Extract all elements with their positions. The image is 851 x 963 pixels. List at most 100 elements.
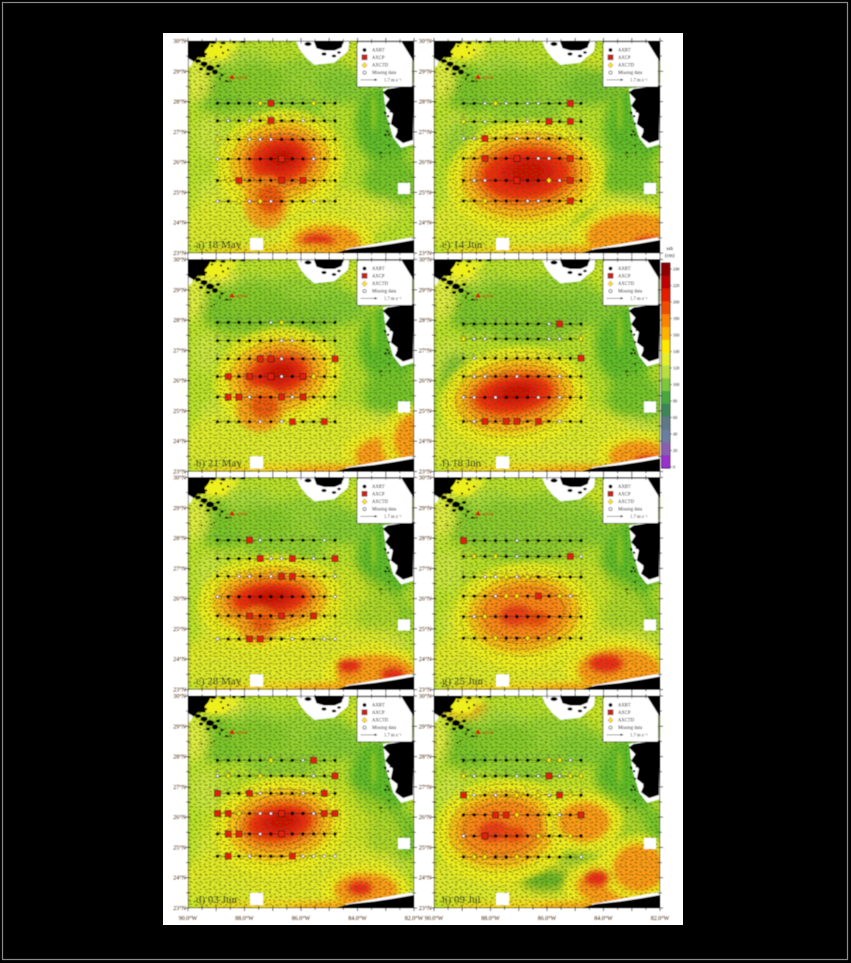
svg-text:67: 67 [494, 352, 498, 356]
svg-text:62: 62 [269, 787, 273, 791]
svg-text:94: 94 [269, 114, 273, 118]
svg-text:46: 46 [472, 770, 476, 774]
svg-text:AXBT: AXBT [618, 704, 631, 709]
svg-text:12: 12 [504, 333, 508, 337]
svg-text:c) 28 May: c) 28 May [196, 676, 242, 688]
svg-text:90: 90 [269, 534, 273, 538]
svg-text:76: 76 [515, 352, 519, 356]
svg-text:67: 67 [547, 571, 551, 575]
svg-text:41: 41 [526, 318, 530, 322]
svg-text:72: 72 [237, 334, 241, 338]
svg-text:51: 51 [269, 770, 273, 774]
svg-text:74: 74 [504, 318, 508, 322]
svg-text:78: 78 [301, 534, 305, 538]
svg-text:57: 57 [258, 114, 262, 118]
svg-text:53: 53 [226, 352, 230, 356]
svg-text:46: 46 [248, 787, 252, 791]
svg-text:41: 41 [515, 770, 519, 774]
svg-text:25°N: 25°N [419, 844, 432, 851]
svg-text:AXCTD: AXCTD [372, 282, 389, 287]
svg-text:28°N: 28°N [419, 754, 432, 761]
svg-text:23°N: 23°N [419, 250, 432, 257]
svg-text:60: 60 [568, 770, 572, 774]
svg-text:19: 19 [216, 352, 220, 356]
svg-text:1.7 m s⁻¹: 1.7 m s⁻¹ [630, 296, 648, 302]
svg-text:Missing data: Missing data [372, 71, 397, 76]
svg-text:29: 29 [258, 787, 262, 791]
svg-text:AXCP: AXCP [372, 275, 385, 280]
svg-text:74: 74 [333, 97, 337, 101]
svg-text:26°N: 26°N [173, 378, 186, 385]
svg-text:69: 69 [472, 132, 476, 136]
svg-text:51: 51 [237, 787, 241, 791]
svg-text:45: 45 [322, 754, 326, 758]
svg-text:AXCP: AXCP [618, 493, 631, 498]
svg-text:27: 27 [226, 534, 230, 538]
svg-text:AXBT: AXBT [618, 267, 631, 272]
svg-text:30: 30 [333, 787, 337, 791]
svg-text:76: 76 [312, 133, 316, 137]
svg-text:94: 94 [558, 789, 562, 793]
svg-text:15: 15 [216, 570, 220, 574]
svg-text:AXCTD: AXCTD [618, 63, 635, 68]
svg-text:27: 27 [333, 570, 337, 574]
svg-text:82: 82 [216, 334, 220, 338]
svg-text:84: 84 [504, 754, 508, 758]
svg-text:27°N: 27°N [419, 129, 432, 136]
svg-text:40: 40 [673, 432, 677, 437]
svg-text:20: 20 [673, 448, 677, 453]
svg-text:49: 49 [312, 114, 316, 118]
svg-text:75: 75 [301, 133, 305, 137]
svg-text:42001: 42001 [483, 75, 493, 80]
svg-text:41: 41 [301, 316, 305, 320]
svg-text:25°N: 25°N [173, 626, 186, 633]
svg-text:Missing data: Missing data [618, 71, 643, 76]
svg-text:42: 42 [547, 770, 551, 774]
svg-text:53: 53 [322, 534, 326, 538]
svg-text:93: 93 [258, 352, 262, 356]
svg-text:13: 13 [301, 114, 305, 118]
svg-text:80: 80 [673, 399, 677, 404]
svg-text:90.0°W: 90.0°W [425, 915, 444, 922]
svg-text:28: 28 [515, 97, 519, 101]
svg-text:g) 25 Jun: g) 25 Jun [442, 676, 483, 688]
svg-text:60: 60 [673, 415, 677, 420]
svg-text:18: 18 [536, 789, 540, 793]
svg-text:49: 49 [547, 132, 551, 136]
svg-text:27°N: 27°N [419, 347, 432, 354]
svg-text:68: 68 [504, 534, 508, 538]
svg-text:34: 34 [547, 352, 551, 356]
svg-text:79: 79 [472, 754, 476, 758]
svg-text:32: 32 [568, 352, 572, 356]
svg-text:91: 91 [290, 552, 294, 556]
svg-text:93: 93 [258, 552, 262, 556]
svg-text:24°N: 24°N [419, 220, 432, 227]
svg-text:63: 63 [280, 534, 284, 538]
svg-text:54: 54 [515, 550, 519, 554]
svg-text:46: 46 [568, 534, 572, 538]
svg-text:52: 52 [269, 97, 273, 101]
svg-text:46: 46 [312, 97, 316, 101]
svg-text:99: 99 [526, 534, 530, 538]
svg-text:0: 0 [673, 465, 675, 470]
svg-text:29°N: 29°N [419, 68, 432, 75]
svg-text:AXCTD: AXCTD [618, 500, 635, 505]
svg-text:55: 55 [322, 316, 326, 320]
svg-text:98: 98 [483, 97, 487, 101]
svg-text:89: 89 [526, 333, 530, 337]
svg-text:27°N: 27°N [419, 565, 432, 572]
svg-text:29°N: 29°N [419, 505, 432, 512]
svg-text:29°N: 29°N [173, 287, 186, 294]
svg-text:39: 39 [301, 770, 305, 774]
svg-text:86.0°W: 86.0°W [292, 915, 311, 922]
svg-text:28°N: 28°N [419, 535, 432, 542]
svg-text:24°N: 24°N [173, 438, 186, 445]
svg-text:73: 73 [536, 571, 540, 575]
svg-text:29: 29 [462, 770, 466, 774]
svg-text:86: 86 [472, 333, 476, 337]
svg-text:14: 14 [494, 132, 498, 136]
svg-text:60: 60 [290, 114, 294, 118]
svg-text:64: 64 [333, 552, 337, 556]
svg-text:73: 73 [312, 316, 316, 320]
svg-text:89: 89 [280, 787, 284, 791]
